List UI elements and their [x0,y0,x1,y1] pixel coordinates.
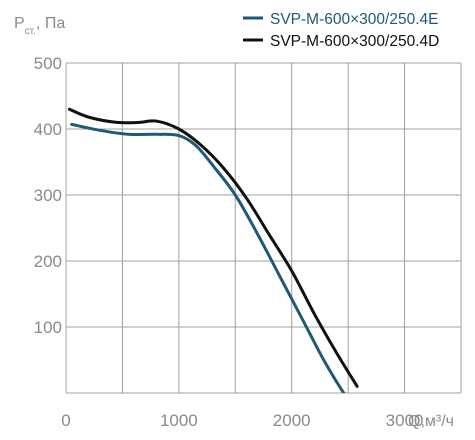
grid [65,62,462,394]
y-tick-label: 500 [34,54,62,73]
series-line-2 [67,107,359,388]
legend-label-2: SVP-M-600×300/250.4D [270,33,439,50]
y-tick-label: 400 [34,120,62,139]
x-tick-labels: 0 1000 2000 3000 [61,411,423,430]
x-tick-label: 3000 [386,411,424,430]
x-axis-label: Q,м³/ч [408,413,454,430]
y-axis-label-main: P [14,15,25,32]
y-tick-label: 300 [34,186,62,205]
y-axis-label: Pст., Па [14,15,65,37]
x-tick-label: 0 [61,411,70,430]
y-tick-label: 100 [34,318,62,337]
legend: SVP-M-600×300/250.4E SVP-M-600×300/250.4… [243,11,439,50]
legend-label-1: SVP-M-600×300/250.4E [270,11,438,28]
y-axis-label-sub: ст. [25,26,36,37]
x-tick-label: 2000 [273,411,311,430]
x-tick-label: 1000 [160,411,198,430]
y-axis-label-unit: , Па [36,15,65,32]
y-tick-label: 200 [34,252,62,271]
series-lines [67,107,359,393]
series-line-1 [70,122,346,393]
y-tick-labels: 100 200 300 400 500 [34,54,62,337]
